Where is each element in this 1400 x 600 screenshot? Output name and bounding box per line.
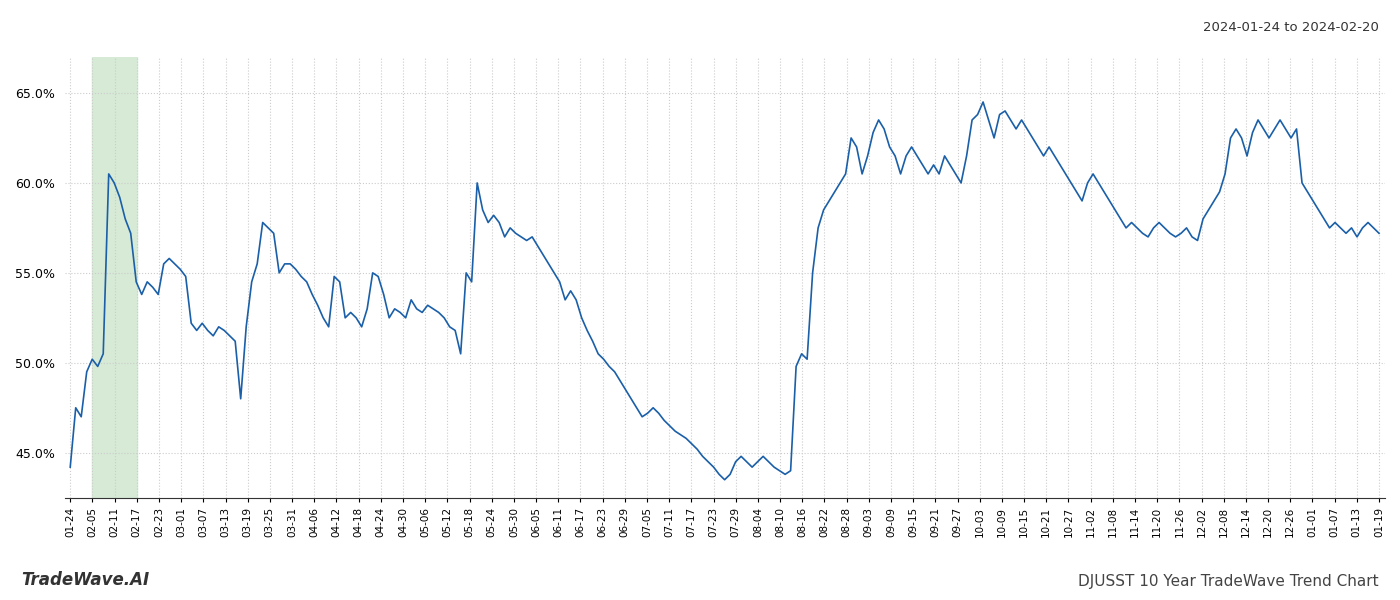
Text: 2024-01-24 to 2024-02-20: 2024-01-24 to 2024-02-20	[1203, 21, 1379, 34]
Text: TradeWave.AI: TradeWave.AI	[21, 571, 150, 589]
Bar	[92, 57, 137, 498]
Text: DJUSST 10 Year TradeWave Trend Chart: DJUSST 10 Year TradeWave Trend Chart	[1078, 574, 1379, 589]
